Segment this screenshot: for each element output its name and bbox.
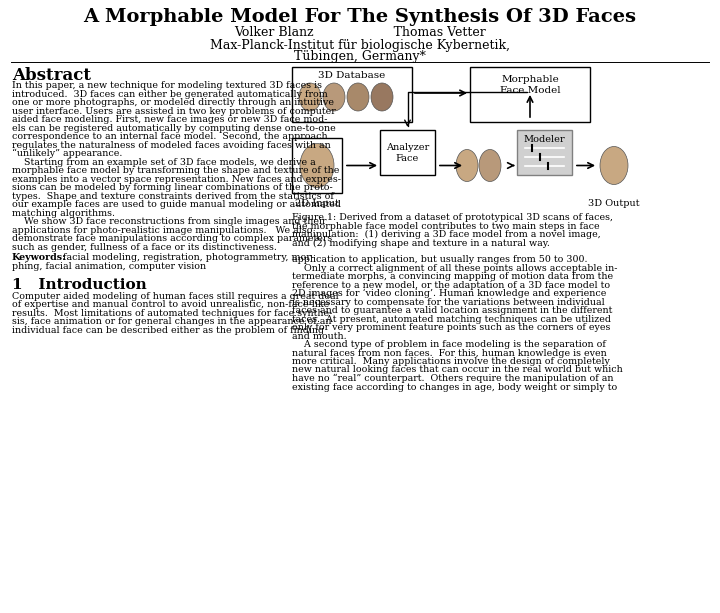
Text: one or more photographs, or modeled directly through an intuitive: one or more photographs, or modeled dire… [12,98,334,107]
Text: phing, facial animation, computer vision: phing, facial animation, computer vision [12,262,206,270]
Text: Tübingen, Germany*: Tübingen, Germany* [294,50,426,63]
Text: individual face can be described either as the problem of finding: individual face can be described either … [12,326,324,335]
Text: Keywords:: Keywords: [12,253,67,262]
FancyBboxPatch shape [517,130,572,175]
Ellipse shape [323,83,345,111]
Text: user interface. Users are assisted in two key problems of computer: user interface. Users are assisted in tw… [12,107,336,115]
Text: applications for photo-realistic image manipulations.   We also: applications for photo-realistic image m… [12,226,312,235]
Text: sions can be modeled by forming linear combinations of the proto-: sions can be modeled by forming linear c… [12,183,333,192]
Text: termediate morphs, a convincing mapping of motion data from the: termediate morphs, a convincing mapping … [292,272,613,281]
Text: facial modeling, registration, photogrammetry, mor-: facial modeling, registration, photogram… [57,253,314,262]
Text: Only a correct alignment of all these points allows acceptable in-: Only a correct alignment of all these po… [292,264,618,273]
Text: such as gender, fullness of a face or its distinctiveness.: such as gender, fullness of a face or it… [12,243,277,251]
Text: regulates the naturalness of modeled faces avoiding faces with an: regulates the naturalness of modeled fac… [12,140,330,150]
Text: Analyzer: Analyzer [386,143,429,152]
Text: sis, face animation or for general changes in the appearance of an: sis, face animation or for general chang… [12,317,331,326]
Text: and (2) modifying shape and texture in a natural way.: and (2) modifying shape and texture in a… [292,238,550,248]
Text: Figure 1: Derived from a dataset of prototypical 3D scans of faces,: Figure 1: Derived from a dataset of prot… [292,213,613,222]
Text: Abstract: Abstract [12,67,91,84]
FancyBboxPatch shape [292,138,342,193]
Text: A Morphable Model For The Synthesis Of 3D Faces: A Morphable Model For The Synthesis Of 3… [84,8,636,26]
Text: 3D Database: 3D Database [318,71,386,80]
Text: Morphable: Morphable [501,75,559,84]
Ellipse shape [600,147,628,185]
Text: faces.  At present, automated matching techniques can be utilized: faces. At present, automated matching te… [292,314,611,324]
Text: manipulation:  (1) deriving a 3D face model from a novel image,: manipulation: (1) deriving a 3D face mod… [292,230,600,239]
Text: existing face according to changes in age, body weight or simply to: existing face according to changes in ag… [292,383,617,392]
Text: els can be registered automatically by computing dense one-to-one: els can be registered automatically by c… [12,123,336,132]
Ellipse shape [300,143,334,188]
Text: have no “real” counterpart.  Others require the manipulation of an: have no “real” counterpart. Others requi… [292,374,613,383]
Text: more critical.  Many applications involve the design of completely: more critical. Many applications involve… [292,357,610,366]
FancyBboxPatch shape [380,130,435,175]
Text: A second type of problem in face modeling is the separation of: A second type of problem in face modelin… [292,340,606,349]
Ellipse shape [479,150,501,181]
Text: We show 3D face reconstructions from single images and their: We show 3D face reconstructions from sin… [12,217,326,226]
Ellipse shape [347,83,369,111]
Text: new natural looking faces that can occur in the real world but which: new natural looking faces that can occur… [292,365,623,375]
Text: application to application, but usually ranges from 50 to 300.: application to application, but usually … [292,255,588,264]
Text: Face Model: Face Model [500,86,560,95]
Text: Computer aided modeling of human faces still requires a great deal: Computer aided modeling of human faces s… [12,292,338,300]
Text: types.  Shape and texture constraints derived from the statistics of: types. Shape and texture constraints der… [12,191,334,200]
Text: introduced.  3D faces can either be generated automatically from: introduced. 3D faces can either be gener… [12,89,328,99]
Text: and mouth.: and mouth. [292,332,346,340]
Text: the morphable face model contributes to two main steps in face: the morphable face model contributes to … [292,221,600,230]
Ellipse shape [299,83,321,111]
Text: 2D Input: 2D Input [295,199,339,208]
Text: results.  Most limitations of automated techniques for face synthe-: results. Most limitations of automated t… [12,308,333,318]
Ellipse shape [456,150,478,181]
Text: examples into a vector space representation. New faces and expres-: examples into a vector space representat… [12,175,341,183]
Text: natural faces from non faces.  For this, human knowledge is even: natural faces from non faces. For this, … [292,349,607,357]
FancyBboxPatch shape [470,67,590,122]
Text: Starting from an example set of 3D face models, we derive a: Starting from an example set of 3D face … [12,158,316,167]
Text: aided face modeling. First, new face images or new 3D face mod-: aided face modeling. First, new face ima… [12,115,328,124]
Text: our example faces are used to guide manual modeling or automated: our example faces are used to guide manu… [12,200,341,209]
Text: of expertise and manual control to avoid unrealistic, non-face-like: of expertise and manual control to avoid… [12,300,329,309]
FancyBboxPatch shape [292,67,412,122]
Text: Face: Face [396,154,419,163]
Text: correspondence to an internal face model.  Second, the approach: correspondence to an internal face model… [12,132,328,141]
Text: reference to a new model, or the adaptation of a 3D face model to: reference to a new model, or the adaptat… [292,281,610,289]
Text: Max-Planck-Institut für biologische Kybernetik,: Max-Planck-Institut für biologische Kybe… [210,39,510,52]
Text: 3D Output: 3D Output [588,199,640,208]
Text: matching algorithms.: matching algorithms. [12,208,115,218]
Text: only for very prominent feature points such as the corners of eyes: only for very prominent feature points s… [292,323,611,332]
Text: 1   Introduction: 1 Introduction [12,278,147,292]
Text: Volker Blanz                    Thomas Vetter: Volker Blanz Thomas Vetter [234,26,486,39]
Text: morphable face model by transforming the shape and texture of the: morphable face model by transforming the… [12,166,339,175]
Text: faces and to guarantee a valid location assignment in the different: faces and to guarantee a valid location … [292,306,613,315]
Text: In this paper, a new technique for modeling textured 3D faces is: In this paper, a new technique for model… [12,81,322,90]
Text: Modeler: Modeler [523,135,565,144]
Text: demonstrate face manipulations according to complex parameters: demonstrate face manipulations according… [12,234,332,243]
Text: is necessary to compensate for the variations between individual: is necessary to compensate for the varia… [292,297,605,306]
Ellipse shape [371,83,393,111]
Text: “unlikely” appearance.: “unlikely” appearance. [12,149,122,158]
Text: 2D images for ‘video cloning’. Human knowledge and experience: 2D images for ‘video cloning’. Human kno… [292,289,606,299]
